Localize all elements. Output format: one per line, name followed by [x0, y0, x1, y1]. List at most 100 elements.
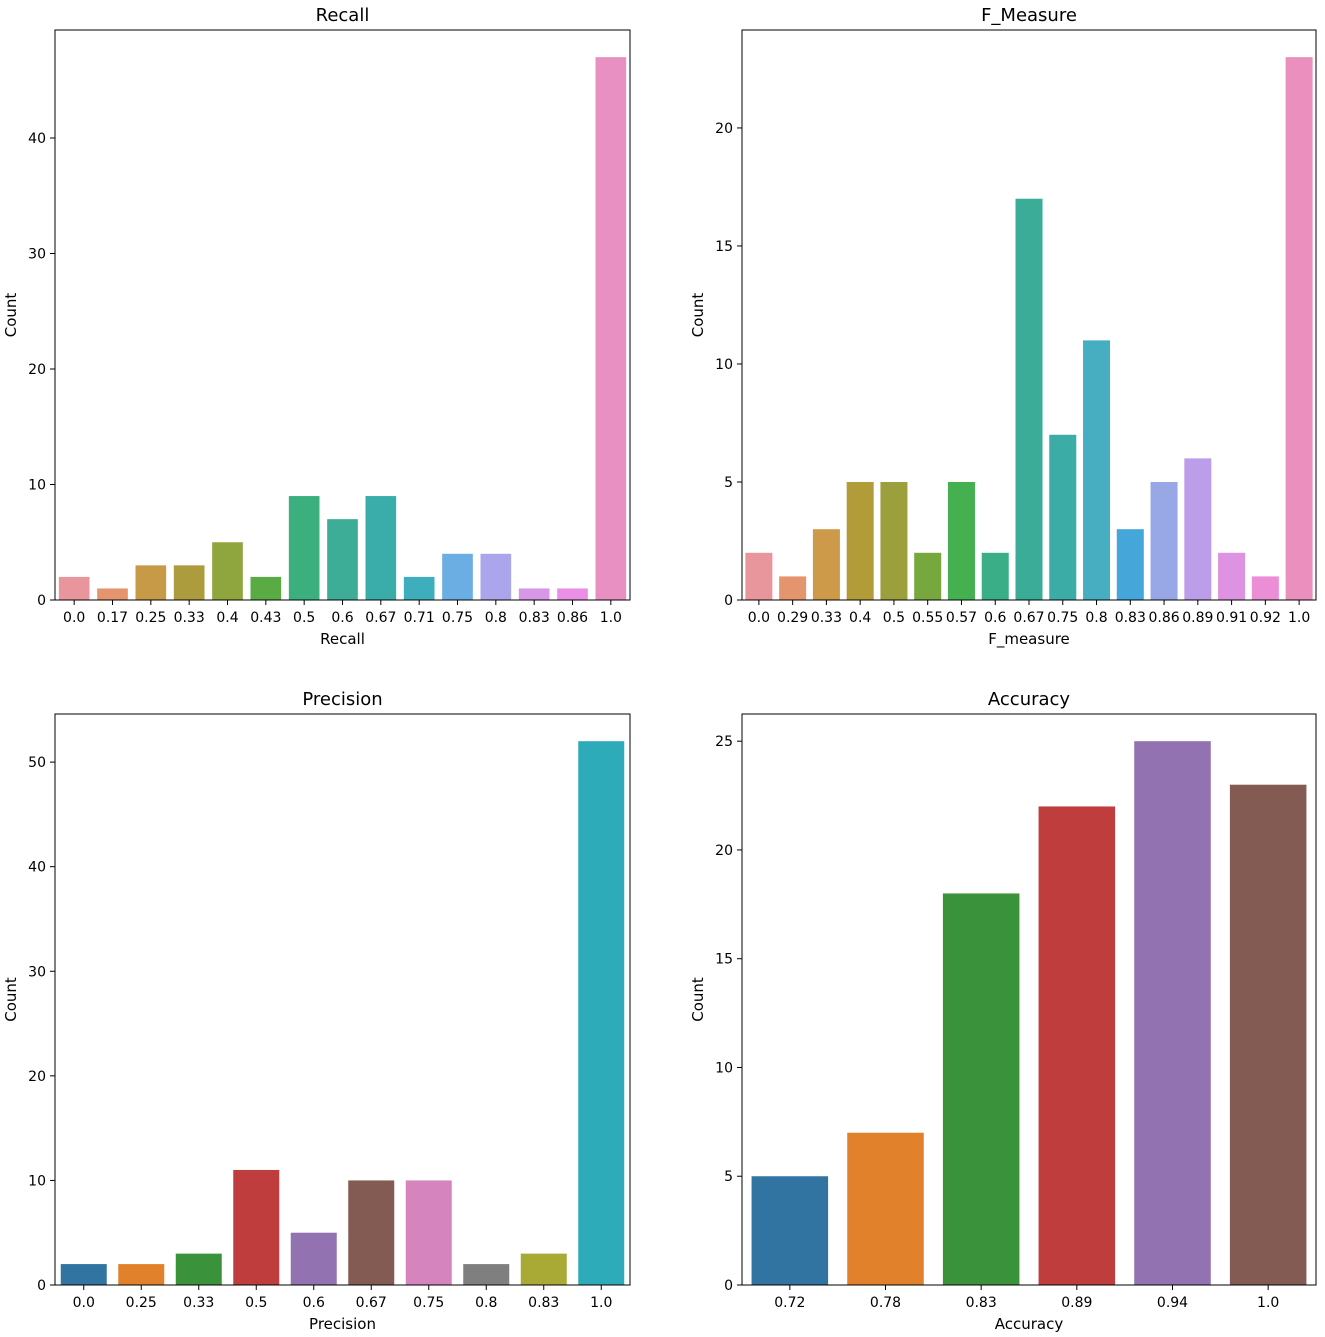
y-tick-label: 25	[715, 734, 733, 750]
bar-0.8	[463, 1264, 510, 1285]
x-tick-label: 0.92	[1250, 610, 1281, 626]
x-tick-label: 0.5	[883, 610, 905, 626]
bar-0.25	[118, 1264, 165, 1285]
y-tick-label: 15	[715, 239, 733, 255]
y-tick-label: 40	[28, 131, 46, 147]
y-tick-label: 30	[28, 246, 46, 262]
x-tick-label: 0.83	[1115, 610, 1146, 626]
x-tick-label: 0.4	[849, 610, 871, 626]
y-tick-label: 20	[715, 843, 733, 859]
x-tick-label: 0.75	[413, 1295, 444, 1311]
bar-0.83	[942, 893, 1020, 1285]
x-axis-label: F_measure	[988, 630, 1070, 649]
bar-0.86	[1150, 481, 1178, 600]
x-tick-label: 0.33	[811, 610, 842, 626]
bar-1.0	[578, 741, 625, 1285]
x-tick-label: 0.72	[774, 1295, 805, 1311]
x-tick-label: 0.67	[1013, 610, 1044, 626]
x-tick-label: 1.0	[590, 1295, 612, 1311]
bar-0.0	[745, 552, 773, 600]
bar-0.57	[947, 481, 975, 600]
y-tick-label: 40	[28, 860, 46, 876]
bar-0.89	[1184, 458, 1212, 600]
x-axis-label: Precision	[309, 1315, 376, 1333]
x-tick-label: 1.0	[1288, 610, 1310, 626]
x-tick-label: 0.67	[356, 1295, 387, 1311]
bar-0.4	[846, 481, 874, 600]
x-tick-label: 0.5	[293, 610, 315, 626]
x-tick-label: 0.4	[216, 610, 238, 626]
y-axis-label: Count	[689, 977, 707, 1022]
x-tick-label: 0.78	[870, 1295, 901, 1311]
y-tick-label: 0	[724, 1278, 733, 1294]
x-tick-label: 0.55	[912, 610, 943, 626]
chart-panel-4: 0.72 0.78 0.83 0.89 0.94 1.0 0 5 10 15 20 25 Accurac…	[689, 689, 1317, 1333]
bar-0.4	[212, 542, 243, 600]
bar-0.43	[250, 576, 282, 600]
x-tick-label: 0.83	[966, 1295, 997, 1311]
y-axis-label: Count	[2, 977, 20, 1022]
bar-0.5	[880, 481, 908, 600]
chart-panel-1: 0.0 0.17 0.25 0.33 0.4 0.43 0.5 0.6 0.67 0.71 0.75…	[2, 5, 631, 648]
bar-0.33	[175, 1253, 222, 1285]
x-axis-label: Accuracy	[995, 1315, 1064, 1333]
plot-frame	[54, 29, 631, 601]
y-tick-label: 0	[37, 1278, 46, 1294]
bar-0.25	[135, 565, 167, 600]
bar-1.0	[595, 57, 627, 600]
bar-0.71	[403, 576, 435, 600]
x-tick-label: 0.0	[748, 610, 770, 626]
bar-0.5	[233, 1169, 280, 1285]
x-axis-label: Recall	[320, 630, 365, 648]
x-tick-label: 0.33	[183, 1295, 214, 1311]
bar-0.8	[480, 553, 512, 600]
x-tick-label: 1.0	[600, 610, 622, 626]
y-tick-label: 10	[715, 1060, 733, 1076]
x-tick-label: 0.8	[475, 1295, 497, 1311]
y-tick-label: 20	[28, 1069, 46, 1085]
y-tick-label: 10	[28, 1173, 46, 1189]
bar-0.33	[812, 529, 840, 600]
x-tick-label: 0.33	[174, 610, 205, 626]
bar-0.17	[97, 588, 128, 600]
x-tick-label: 0.5	[245, 1295, 267, 1311]
bar-0.94	[1134, 741, 1211, 1285]
bar-0.83	[1116, 529, 1144, 600]
bar-0.55	[914, 552, 942, 600]
bar-0.8	[1083, 340, 1111, 600]
chart-title: Precision	[302, 689, 382, 710]
x-tick-label: 0.83	[528, 1295, 559, 1311]
x-tick-label: 0.71	[404, 610, 435, 626]
x-tick-label: 0.6	[984, 610, 1006, 626]
bar-0.67	[348, 1180, 395, 1285]
chart-title: F_Measure	[981, 5, 1077, 26]
x-tick-label: 0.25	[135, 610, 166, 626]
x-tick-label: 0.43	[250, 610, 281, 626]
y-tick-label: 50	[28, 755, 46, 771]
x-tick-label: 0.75	[442, 610, 473, 626]
y-tick-label: 10	[28, 477, 46, 493]
bar-0.91	[1218, 552, 1246, 600]
bar-0.75	[405, 1180, 452, 1285]
chart-title: Recall	[316, 5, 370, 26]
x-tick-label: 0.0	[63, 610, 85, 626]
bar-0.92	[1251, 576, 1279, 600]
bar-0.83	[518, 588, 550, 600]
y-tick-label: 5	[724, 475, 733, 491]
bar-0.0	[60, 1264, 107, 1285]
bar-0.75	[442, 553, 473, 600]
y-tick-label: 0	[37, 593, 46, 609]
x-tick-label: 0.86	[1148, 610, 1179, 626]
y-tick-label: 20	[28, 362, 46, 378]
bar-0.75	[1049, 434, 1077, 600]
bar-0.72	[751, 1176, 829, 1285]
bar-0.6	[981, 552, 1009, 600]
bar-1.0	[1229, 784, 1307, 1285]
x-tick-label: 0.8	[485, 610, 507, 626]
bar-0.83	[520, 1253, 567, 1285]
bar-0.67	[365, 496, 397, 600]
bar-0.33	[173, 565, 205, 600]
x-tick-label: 0.89	[1182, 610, 1213, 626]
plot-frame	[741, 713, 1317, 1286]
